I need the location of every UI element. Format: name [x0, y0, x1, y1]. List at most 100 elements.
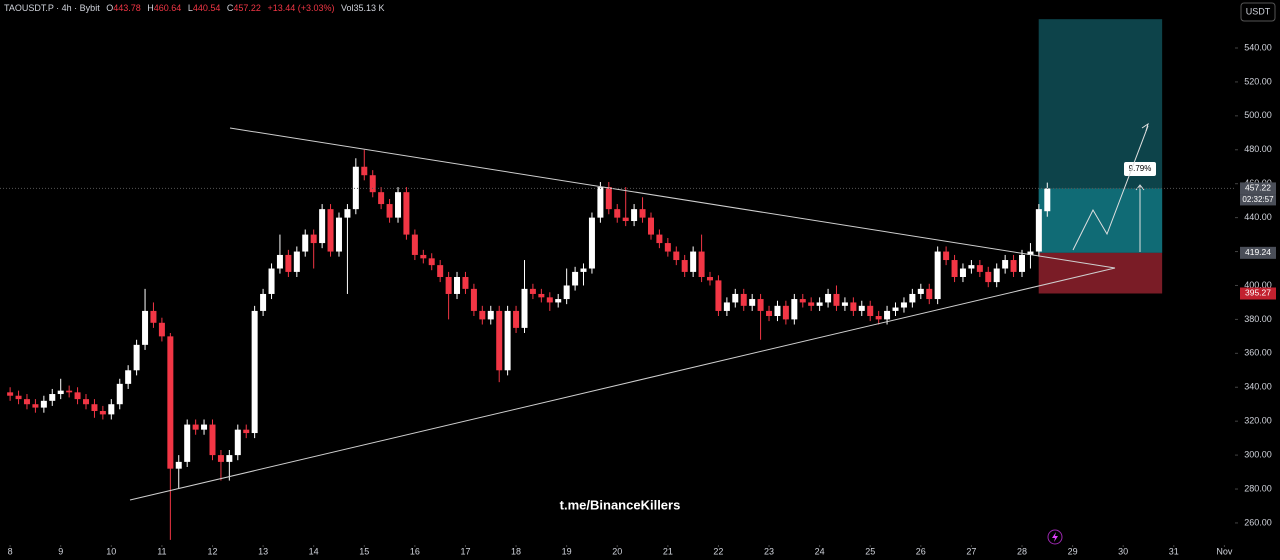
- y-tick-label: 340.00: [1244, 382, 1272, 392]
- candle-body: [647, 217, 654, 235]
- candle-body: [395, 192, 402, 218]
- candle-body: [631, 209, 638, 222]
- open-value: 443.78: [113, 3, 141, 13]
- candle-body: [1027, 251, 1034, 255]
- candle-body: [175, 461, 182, 469]
- candle-body: [706, 276, 713, 281]
- candle-body: [344, 209, 351, 218]
- x-tick-label: 15: [359, 546, 369, 556]
- countdown-bg: [1240, 194, 1276, 206]
- candle-body: [125, 370, 132, 384]
- candle-body: [167, 336, 174, 469]
- candle-body: [867, 305, 874, 317]
- candle-body: [403, 192, 410, 235]
- candle-body: [310, 234, 317, 244]
- axes: 260.00 280.00 300.00 320.00 340.00 360.00 380.…: [0, 42, 1276, 556]
- x-tick-label: 30: [1118, 546, 1128, 556]
- x-tick-label: 28: [1017, 546, 1027, 556]
- candle-body: [158, 322, 165, 337]
- candle-body: [858, 305, 865, 311]
- candle-body: [816, 302, 823, 306]
- price-tag-label: 395.27: [1245, 288, 1271, 298]
- x-tick-label: 24: [815, 546, 825, 556]
- candle-body: [209, 424, 216, 456]
- candle-body: [420, 254, 427, 259]
- y-tick-label: 480.00: [1244, 144, 1272, 154]
- candle-body: [968, 265, 975, 269]
- candle-body: [1010, 260, 1017, 272]
- candle-body: [504, 310, 511, 371]
- candle-body: [32, 404, 39, 408]
- projection-path: [1072, 125, 1149, 251]
- candle-body: [723, 302, 730, 311]
- candle-body: [639, 209, 646, 218]
- candle-body: [513, 310, 520, 328]
- x-tick-label: 13: [258, 546, 268, 556]
- candle-body: [909, 293, 916, 303]
- pct-label: 9.79%: [1129, 164, 1152, 173]
- x-tick-label: Nov: [1216, 546, 1233, 556]
- price-tag: [1240, 246, 1276, 259]
- candle-body: [437, 265, 444, 277]
- x-tick-label: 21: [663, 546, 673, 556]
- candle-body: [192, 424, 199, 430]
- candle-body: [740, 293, 747, 306]
- x-tick-label: 19: [562, 546, 572, 556]
- candle-body: [749, 299, 756, 306]
- candle-body: [226, 455, 233, 462]
- candle-body: [622, 217, 629, 222]
- candle-body: [614, 209, 621, 218]
- y-tick-label: 260.00: [1244, 517, 1272, 527]
- candle-body: [7, 392, 14, 396]
- candle-body: [251, 310, 258, 434]
- x-tick-label: 11: [157, 546, 166, 556]
- price-tag: [1240, 182, 1276, 195]
- candle-body: [766, 310, 773, 317]
- x-tick-label: 14: [309, 546, 319, 556]
- x-tick-label: 26: [916, 546, 926, 556]
- candle-body: [588, 217, 595, 269]
- currency-button[interactable]: [1240, 2, 1276, 22]
- trendline-lower: [129, 267, 1116, 501]
- candle-body: [529, 288, 536, 294]
- candle-body: [917, 288, 924, 294]
- candle-body: [260, 293, 267, 311]
- candle-body: [268, 268, 275, 294]
- candle-body: [715, 280, 722, 311]
- high-value: 460.64: [154, 3, 182, 13]
- candle-body: [470, 288, 477, 311]
- candle-body: [782, 305, 789, 320]
- price-tag-label: 419.24: [1245, 247, 1271, 257]
- ohlc-label: C: [227, 3, 234, 13]
- low-value: 440.54: [193, 3, 221, 13]
- candle-body: [57, 390, 64, 395]
- candle-body: [454, 276, 461, 294]
- candle-body: [580, 268, 587, 272]
- y-tick-label: 400.00: [1244, 280, 1272, 290]
- candle-body: [217, 455, 224, 462]
- y-tick-label: 500.00: [1244, 110, 1272, 120]
- candle-body: [352, 166, 359, 210]
- candle-body: [572, 271, 579, 286]
- candle-body: [411, 234, 418, 255]
- alert-icon[interactable]: [1047, 529, 1063, 545]
- close-value: 457.22: [233, 3, 261, 13]
- candle-body: [276, 254, 283, 269]
- candle-body: [133, 344, 140, 371]
- candle-body: [487, 310, 494, 320]
- candle-body: [327, 209, 334, 252]
- candle-body: [546, 297, 553, 303]
- candle-body: [445, 276, 452, 294]
- y-tick-label: 520.00: [1244, 76, 1272, 86]
- candle-body: [681, 260, 688, 272]
- watermark: t.me/BinanceKillers: [560, 497, 681, 512]
- position-tool: 9.79%: [1038, 19, 1163, 294]
- x-tick-label: 31: [1169, 546, 1179, 556]
- candle-body: [319, 209, 326, 244]
- candle-body: [850, 302, 857, 311]
- candle-body: [285, 254, 292, 272]
- symbol: TAOUSDT.P · 4h · Bybit: [4, 3, 100, 13]
- currency[interactable]: USDT: [1246, 6, 1271, 16]
- candle-body: [243, 429, 250, 434]
